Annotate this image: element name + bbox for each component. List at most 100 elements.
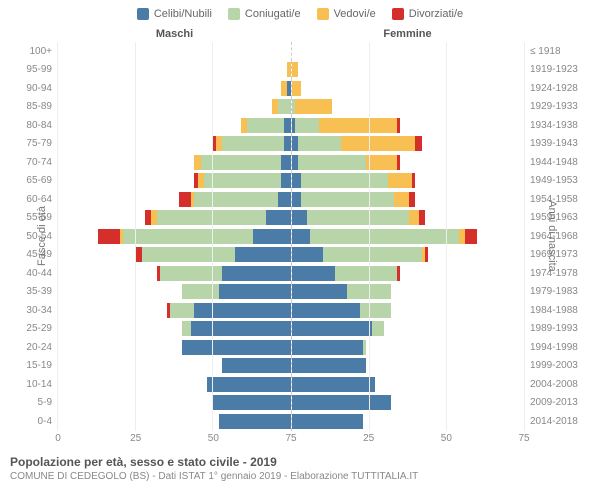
bar-male (58, 246, 292, 265)
age-label: 90-94 (10, 83, 58, 94)
year-label: 1934-1938 (524, 120, 590, 131)
year-label: 1999-2003 (524, 360, 590, 371)
chart-subtitle: COMUNE DI CEDEGOLO (BS) - Dati ISTAT 1° … (10, 471, 590, 482)
bar-segment (182, 340, 291, 355)
bar-segment (298, 136, 341, 151)
bar-segment (219, 414, 290, 429)
x-tick: 25 (130, 433, 141, 444)
age-label: 80-84 (10, 120, 58, 131)
pyramid-row: 55-591959-1963 (10, 209, 590, 228)
legend-swatch (137, 8, 149, 20)
pyramid-row: 25-291989-1993 (10, 320, 590, 339)
x-tick: 50 (441, 433, 452, 444)
pyramid-row: 90-94 1924-1928 (10, 79, 590, 98)
bar-male (58, 412, 292, 431)
bar-segment (292, 81, 301, 96)
age-label: 5-9 (10, 397, 58, 408)
bar-male (58, 301, 292, 320)
year-label: 1944-1948 (524, 157, 590, 168)
bar-female (292, 153, 525, 172)
bar-segment (292, 210, 308, 225)
bar-female (292, 116, 525, 135)
bar-female (292, 227, 525, 246)
bar-female (292, 246, 525, 265)
age-label: 45-49 (10, 249, 58, 260)
bar-segment (363, 340, 366, 355)
year-label: ≤ 1918 (524, 46, 590, 57)
bar-segment (207, 377, 291, 392)
chart-rows: 100+≤ 191895-991919-192390-941924-192885… (10, 42, 590, 431)
bar-segment (219, 284, 290, 299)
year-label: 1994-1998 (524, 342, 590, 353)
legend-swatch (317, 8, 329, 20)
age-label: 0-4 (10, 416, 58, 427)
bar-segment (360, 303, 391, 318)
bar-female (292, 375, 525, 394)
age-label: 85-89 (10, 101, 58, 112)
bar-female (292, 98, 525, 117)
bar-segment (278, 192, 290, 207)
legend-label: Divorziati/e (409, 8, 463, 20)
bar-segment (292, 192, 301, 207)
x-tick: 25 (363, 433, 374, 444)
age-label: 20-24 (10, 342, 58, 353)
bar-segment (335, 266, 397, 281)
legend-label: Vedovi/e (334, 8, 376, 20)
bar-segment (412, 173, 415, 188)
bar-segment (397, 266, 400, 281)
bar-segment (465, 229, 477, 244)
age-label: 40-44 (10, 268, 58, 279)
bar-segment (213, 395, 290, 410)
bar-segment (295, 118, 320, 133)
bar-segment (142, 247, 235, 262)
bar-segment (397, 155, 400, 170)
age-label: 65-69 (10, 175, 58, 186)
year-label: 1989-1993 (524, 323, 590, 334)
year-label: 1929-1933 (524, 101, 590, 112)
bar-segment (292, 414, 363, 429)
bar-female (292, 190, 525, 209)
bar-male (58, 153, 292, 172)
bar-female (292, 135, 525, 154)
bar-segment (292, 377, 376, 392)
bar-segment (292, 247, 323, 262)
pyramid-row: 5-92009-2013 (10, 394, 590, 413)
pyramid-row: 65-691949-1953 (10, 172, 590, 191)
bar-segment (222, 358, 290, 373)
bar-segment (301, 192, 394, 207)
bar-segment (284, 118, 290, 133)
year-label: 1984-1988 (524, 305, 590, 316)
year-label: 1939-1943 (524, 138, 590, 149)
bar-male (58, 283, 292, 302)
year-label: 1924-1928 (524, 83, 590, 94)
bar-segment (292, 303, 360, 318)
pyramid-row: 70-741944-1948 (10, 153, 590, 172)
bar-segment (281, 155, 290, 170)
y-axis-label-age: Fasce di età (36, 206, 48, 266)
bar-male (58, 42, 292, 61)
age-label: 75-79 (10, 138, 58, 149)
x-tick: 50 (208, 433, 219, 444)
age-label: 60-64 (10, 194, 58, 205)
age-label: 15-19 (10, 360, 58, 371)
bar-male (58, 264, 292, 283)
pyramid-row: 85-89 1929-1933 (10, 98, 590, 117)
bar-segment (247, 118, 284, 133)
legend-item: Celibi/Nubili (137, 8, 212, 20)
bar-segment (179, 192, 191, 207)
bar-segment (222, 266, 290, 281)
bar-male (58, 116, 292, 135)
bar-male (58, 135, 292, 154)
pyramid-row: 95-991919-1923 (10, 61, 590, 80)
bar-female (292, 283, 525, 302)
bar-segment (266, 210, 291, 225)
bar-segment (98, 229, 120, 244)
bar-female (292, 209, 525, 228)
bar-male (58, 227, 292, 246)
bar-segment (366, 155, 397, 170)
pyramid-row: 0-42014-2018 (10, 412, 590, 431)
age-label: 10-14 (10, 379, 58, 390)
bar-segment (323, 247, 422, 262)
x-tick: 75 (518, 433, 529, 444)
legend-swatch (228, 8, 240, 20)
